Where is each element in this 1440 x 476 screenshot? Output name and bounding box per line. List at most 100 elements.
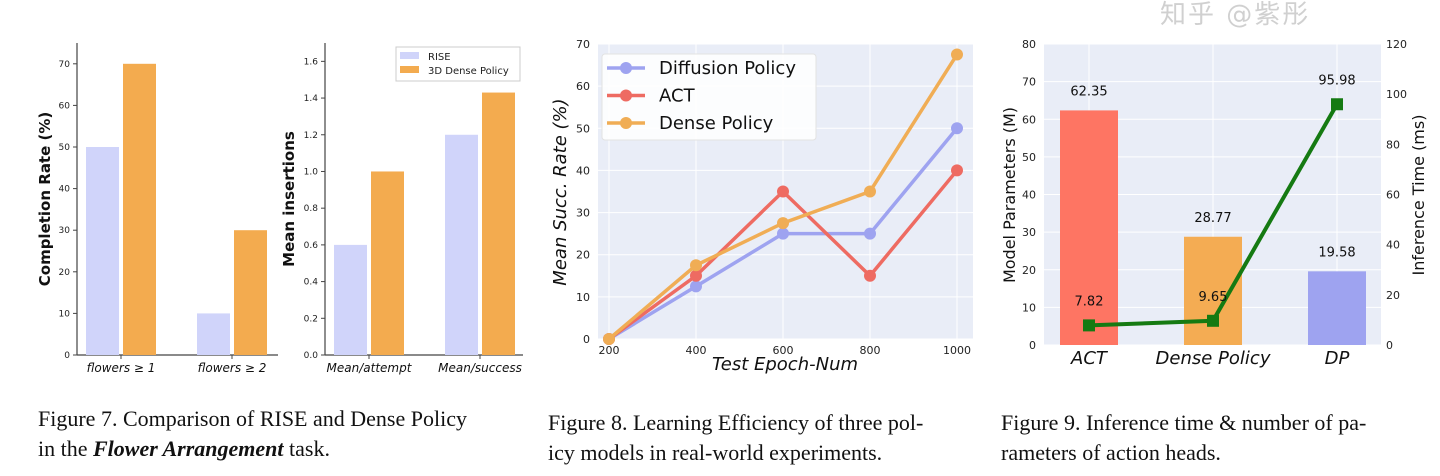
x-tick-label: DP <box>1325 348 1350 369</box>
y-tick-label: 50 <box>576 122 590 135</box>
y-tick-label: 70 <box>1022 76 1036 89</box>
y2-tick-label: 80 <box>1386 138 1400 151</box>
legend-swatch <box>400 52 419 59</box>
bar-3d-dense-policy <box>234 230 267 355</box>
y-tick-label: 1.0 <box>304 167 319 177</box>
y-tick-label: 10 <box>1022 301 1036 314</box>
x-tick-label: 600 <box>773 344 794 357</box>
point-diffusion-policy <box>951 122 963 135</box>
bar-value-label: 62.35 <box>1070 84 1107 99</box>
inference-time-marker <box>1331 98 1343 111</box>
inference-time-marker <box>1207 314 1219 327</box>
y-tick-label: 40 <box>1022 189 1036 202</box>
figure-9-caption: Figure 9. Inference time & number of pa-… <box>1001 408 1366 468</box>
y2-tick-label: 0 <box>1386 339 1393 352</box>
y-tick-label: 60 <box>59 101 71 111</box>
y-tick-label: 0 <box>64 351 70 361</box>
y-tick-label: 30 <box>59 226 71 236</box>
y-tick-label: 0 <box>1029 339 1036 352</box>
y-tick-label: 0.6 <box>304 241 319 251</box>
point-diffusion-policy <box>864 227 876 240</box>
x-tick-label: 800 <box>860 344 881 357</box>
y-tick-label: 40 <box>59 185 71 195</box>
y-tick-label: 70 <box>59 60 71 70</box>
line-value-label: 9.65 <box>1199 290 1228 305</box>
legend-marker <box>620 62 632 74</box>
y-tick-label: 30 <box>1022 226 1036 239</box>
legend-label: RISE <box>428 52 451 63</box>
y-tick-label: 1.6 <box>304 57 319 67</box>
x-tick-label: flowers ≥ 2 <box>198 361 267 375</box>
point-act <box>690 269 702 282</box>
caption-text: in the <box>38 436 93 461</box>
point-dense-policy <box>690 259 702 272</box>
caption-line: Figure 8. Learning Efficiency of three p… <box>548 410 924 435</box>
y-tick-label: 0 <box>583 333 590 346</box>
bar-rise <box>334 244 367 355</box>
bar-3d-dense-policy <box>482 92 515 355</box>
x-tick-label: Dense Policy <box>1156 348 1271 369</box>
figure-7-caption: Figure 7. Comparison of RISE and Dense P… <box>38 404 467 464</box>
x-tick-label: Mean/success <box>438 361 522 375</box>
caption-text: task. <box>283 436 330 461</box>
bar-rise <box>197 313 230 355</box>
y-axis-label: Mean Succ. Rate (%) <box>550 98 571 285</box>
x-tick-label: 400 <box>686 344 707 357</box>
bar-3d-dense-policy <box>371 171 404 355</box>
bar-value-label: 28.77 <box>1194 211 1231 226</box>
point-diffusion-policy <box>690 280 702 293</box>
x-tick-label: ACT <box>1070 348 1109 369</box>
y-tick-label: 20 <box>576 249 590 262</box>
x-axis-label: Test Epoch-Num <box>712 354 858 375</box>
point-act <box>864 269 876 282</box>
y-tick-label: 0.8 <box>304 204 319 214</box>
caption-line: Figure 9. Inference time & number of pa- <box>1001 410 1367 435</box>
x-tick-label: 1000 <box>943 344 971 357</box>
legend-box <box>601 53 817 141</box>
legend-marker <box>620 89 632 102</box>
line-value-label: 7.82 <box>1075 294 1104 309</box>
y-tick-label: 1.4 <box>304 94 319 104</box>
bar-3d-dense-policy <box>123 63 156 356</box>
y-tick-label: 70 <box>576 38 590 51</box>
point-dense-policy <box>777 217 789 230</box>
y2-tick-label: 120 <box>1386 38 1407 51</box>
y-tick-label: 20 <box>1022 264 1036 277</box>
y-tick-label: 50 <box>59 143 71 153</box>
point-dense-policy <box>864 185 876 198</box>
y-axis-label: Mean insertions <box>280 131 298 267</box>
y-tick-label: 10 <box>576 291 590 304</box>
legend-marker <box>620 117 632 129</box>
legend-label: ACT <box>659 86 696 107</box>
y-tick-label: 30 <box>576 207 590 220</box>
point-dense-policy <box>951 48 963 61</box>
watermark: 知乎 @紫彤 <box>1160 0 1311 30</box>
caption-emphasis: Flower Arrangement <box>93 436 284 461</box>
y-tick-label: 40 <box>576 164 590 177</box>
x-tick-label: Mean/attempt <box>327 361 413 375</box>
y-tick-label: 50 <box>1022 151 1036 164</box>
y-axis-label: Completion Rate (%) <box>36 112 54 287</box>
caption-line: icy models in real-world experiments. <box>548 440 883 465</box>
y-tick-label: 10 <box>59 309 71 319</box>
caption-line: rameters of action heads. <box>1001 440 1221 465</box>
legend-label: 3D Dense Policy <box>428 66 509 77</box>
y2-tick-label: 100 <box>1386 88 1407 101</box>
figure-8-caption: Figure 8. Learning Efficiency of three p… <box>548 408 923 468</box>
bar <box>1060 110 1118 345</box>
bar-rise <box>445 134 478 355</box>
y2-tick-label: 40 <box>1386 239 1400 252</box>
legend-label: Diffusion Policy <box>659 58 796 79</box>
y-tick-label: 1.2 <box>304 131 318 141</box>
legend-swatch <box>400 66 419 73</box>
legend-label: Dense Policy <box>659 113 774 134</box>
y-tick-label: 80 <box>1022 38 1036 51</box>
x-tick-label: 200 <box>599 344 620 357</box>
y-tick-label: 60 <box>1022 113 1036 126</box>
caption-line: in the Flower Arrangement task. <box>38 434 467 464</box>
bar <box>1308 271 1366 345</box>
y2-tick-label: 20 <box>1386 289 1400 302</box>
bar-rise <box>86 147 119 355</box>
line-value-label: 95.98 <box>1318 73 1355 88</box>
